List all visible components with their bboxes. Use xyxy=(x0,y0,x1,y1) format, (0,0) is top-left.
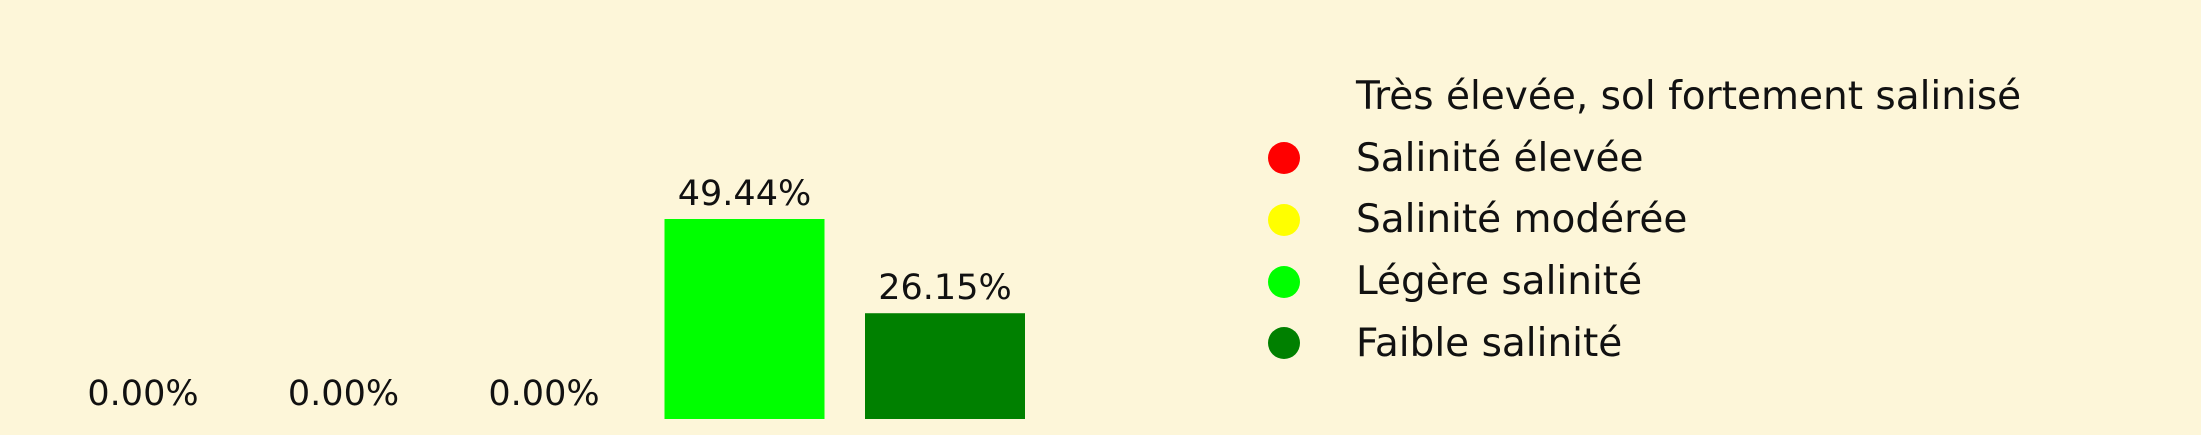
legend-label: Faible salinité xyxy=(1356,320,1623,366)
legend-marker-icon xyxy=(1268,327,1300,360)
data-label-5: 26.15% xyxy=(878,268,1011,308)
legend-label: Légère salinité xyxy=(1356,259,1643,305)
legend-label: Très élevée, sol fortement salinisé xyxy=(1356,74,2022,120)
legend-item-3: Salinité modérée xyxy=(1268,189,2021,251)
legend-item-5: Faible salinité xyxy=(1268,312,2021,374)
legend-marker-icon xyxy=(1268,203,1300,236)
data-label-2: 0.00% xyxy=(288,374,399,414)
bar-chart: 0.00% 0.00% 0.00% 49.44% 26.15% xyxy=(87,174,1025,419)
legend-marker-icon xyxy=(1268,80,1300,113)
legend-item-4: Légère salinité xyxy=(1268,251,2021,313)
bar-5 xyxy=(865,313,1025,419)
legend-label: Salinité modérée xyxy=(1356,197,1688,243)
legend-marker-icon xyxy=(1268,142,1300,175)
legend-marker-icon xyxy=(1268,265,1300,298)
data-label-3: 0.00% xyxy=(488,374,599,414)
legend-label: Salinité élevée xyxy=(1356,135,1644,181)
data-label-1: 0.00% xyxy=(87,374,198,414)
data-labels-group: 0.00% 0.00% 0.00% 49.44% 26.15% xyxy=(87,174,1011,414)
legend-item-2: Salinité élevée xyxy=(1268,128,2021,190)
data-label-4: 49.44% xyxy=(678,174,811,214)
bar-4 xyxy=(664,219,825,419)
legend: Très élevée, sol fortement salinisé Salin… xyxy=(1268,66,2021,374)
bars-group xyxy=(664,219,1025,419)
legend-item-1: Très élevée, sol fortement salinisé xyxy=(1268,66,2021,128)
